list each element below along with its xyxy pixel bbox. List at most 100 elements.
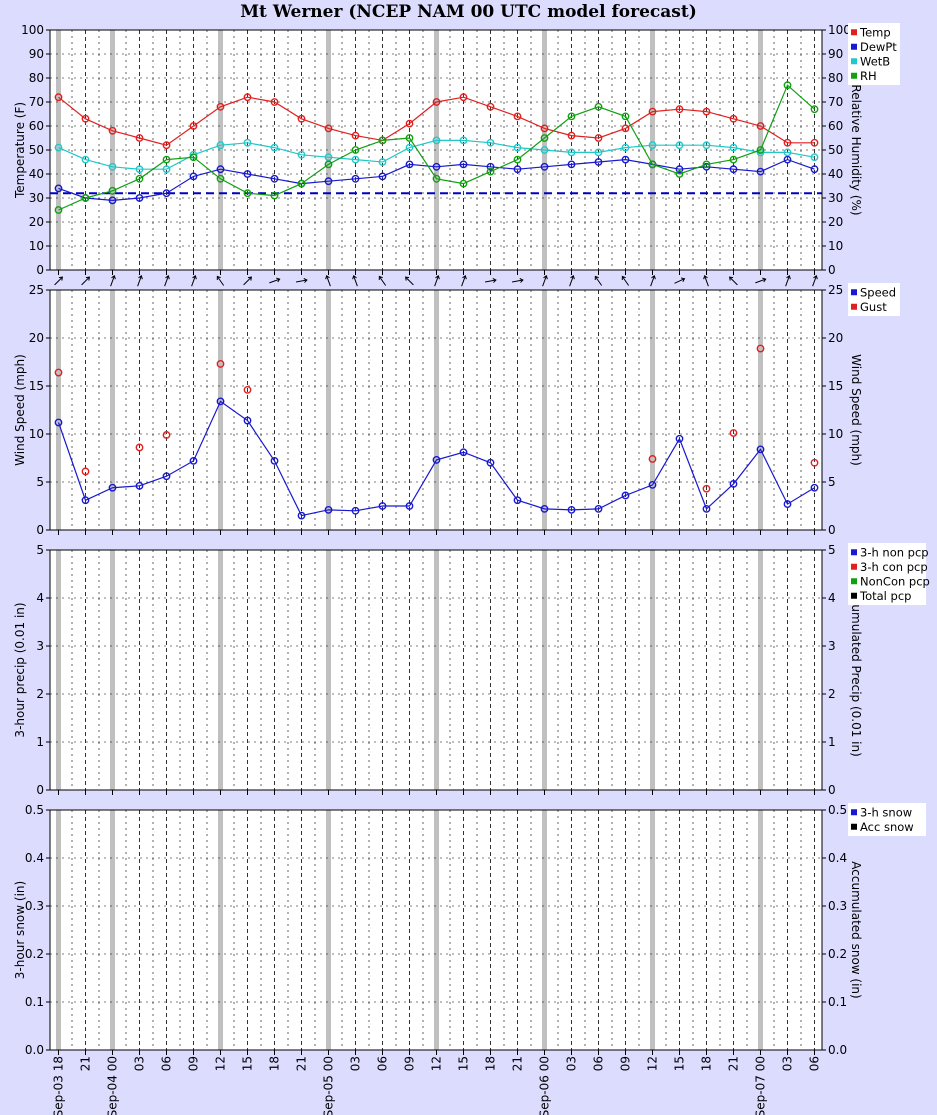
series-line-speed <box>57 400 815 517</box>
wind-arrow-shaft <box>729 276 738 286</box>
y2-tick-label: 3 <box>828 639 836 653</box>
data-point-dewpt <box>108 196 117 205</box>
x-tick-label: 21 <box>727 1056 741 1071</box>
wind-arrow-head <box>58 276 63 281</box>
wind-arrow-head <box>519 278 524 283</box>
x-tick-label: 21 <box>79 1056 93 1071</box>
wind-arrow-shaft <box>405 276 414 286</box>
panel-temperature: 0 0 10 10 20 20 30 30 40 40 50 50 60 60 70 70 80 80 90 90 10… <box>13 23 900 277</box>
y-tick-label: 1 <box>36 735 44 749</box>
data-point-temp <box>432 98 441 106</box>
data-point-wetb <box>216 141 225 150</box>
y-tick-label: 20 <box>29 215 44 229</box>
data-point-temp <box>243 93 252 102</box>
wind-arrow-shaft <box>461 275 466 287</box>
wind-arrow-shaft <box>243 276 252 286</box>
wind-arrow <box>511 278 524 283</box>
y-tick-label: 25 <box>29 283 44 297</box>
legend-entry: 3-h con pcp <box>860 560 928 574</box>
data-point-dewpt <box>432 162 441 171</box>
data-point-dewpt <box>675 165 684 174</box>
data-point-temp <box>297 114 306 123</box>
wind-arrow-head <box>621 275 626 281</box>
data-point-speed <box>81 496 90 505</box>
x-tick-label: 06 <box>592 1056 606 1071</box>
data-point-rh <box>378 136 387 145</box>
data-point-rh <box>621 112 630 121</box>
y2-axis-label: Accumulated Precip (0.01 in) <box>849 583 863 757</box>
x-tick-label: 12 <box>430 1056 444 1071</box>
y2-tick-label: 0 <box>828 263 836 277</box>
wind-arrow-shaft <box>511 279 524 283</box>
wind-arrow-shaft <box>216 276 225 286</box>
wind-arrow-head <box>303 278 308 283</box>
wind-arrow-head <box>786 275 791 280</box>
data-point-dewpt <box>405 160 414 169</box>
wind-arrow-shaft <box>110 275 115 287</box>
data-point-dewpt <box>567 160 576 169</box>
y2-tick-label: 70 <box>828 95 843 109</box>
wind-arrow-head <box>570 275 575 280</box>
wind-arrow-shaft <box>484 279 497 283</box>
panel-snow: 0.0 0.0 0.1 0.1 0.2 0.2 0.3 0.3 0.4 0.4 0.5 0.5 3-ho… <box>13 803 926 1057</box>
data-point-temp <box>729 114 738 123</box>
y-tick-label: 0.1 <box>25 995 44 1009</box>
x-tick-label: 21 <box>295 1056 309 1071</box>
data-point-wetb <box>405 143 414 152</box>
wind-arrow <box>785 275 791 287</box>
y2-tick-label: 100 <box>828 23 851 37</box>
data-point-wetb <box>729 143 738 152</box>
data-point-wetb <box>135 165 144 174</box>
x-tick-label: Sep-03 18 <box>52 1056 66 1115</box>
y2-axis-label: Wind Speed (mph) <box>849 354 863 466</box>
legend-swatch <box>851 823 857 830</box>
wind-arrow-shaft <box>81 276 90 286</box>
data-point-temp <box>486 102 495 111</box>
x-tick-label: Sep-07 00 <box>754 1056 768 1115</box>
y2-tick-label: 15 <box>828 379 843 393</box>
plot-frame <box>49 809 823 1051</box>
y-tick-label: 0 <box>36 263 44 277</box>
wind-arrow-shaft <box>542 275 547 287</box>
data-point-wetb <box>459 136 468 145</box>
data-point-dewpt <box>189 172 198 181</box>
wind-arrow <box>378 275 387 286</box>
wind-arrow-head <box>247 276 252 281</box>
wind-arrow-head <box>192 275 197 280</box>
y-tick-label: 5 <box>36 475 44 489</box>
x-tick-label: 06 <box>376 1056 390 1071</box>
wind-arrow-shaft <box>594 276 603 286</box>
data-point-gust <box>81 467 90 476</box>
legend-entry: 3-h non pcp <box>860 545 929 559</box>
data-point-rh <box>54 206 63 214</box>
wind-arrow-shaft <box>704 275 709 287</box>
data-point-speed <box>351 506 360 515</box>
wind-arrow <box>434 275 440 287</box>
y2-tick-label: 5 <box>828 543 836 557</box>
y2-tick-label: 0.5 <box>828 803 847 817</box>
data-point-rh <box>351 146 360 154</box>
y-tick-label: 0.0 <box>25 1043 44 1057</box>
wind-arrow <box>352 275 358 287</box>
wind-arrow <box>81 276 90 286</box>
y2-tick-label: 0.2 <box>828 947 847 961</box>
wind-arrow <box>755 277 767 284</box>
legend-entry: DewPt <box>860 40 897 54</box>
y2-tick-label: 2 <box>828 687 836 701</box>
wind-arrow-shaft <box>674 278 685 284</box>
data-point-temp <box>567 131 576 140</box>
wind-arrow-shaft <box>326 275 331 287</box>
wind-arrow-head <box>378 275 383 281</box>
data-point-temp <box>594 134 603 142</box>
y-tick-label: 0.5 <box>25 803 44 817</box>
data-point-rh <box>783 81 792 90</box>
data-point-rh <box>702 160 711 169</box>
legend-swatch <box>851 563 857 570</box>
y-tick-label: 3 <box>36 639 44 653</box>
data-point-dewpt <box>621 155 630 164</box>
y2-tick-label: 1 <box>828 735 836 749</box>
wind-arrow <box>542 275 548 287</box>
data-point-rh <box>162 155 171 164</box>
data-point-speed <box>459 448 468 457</box>
